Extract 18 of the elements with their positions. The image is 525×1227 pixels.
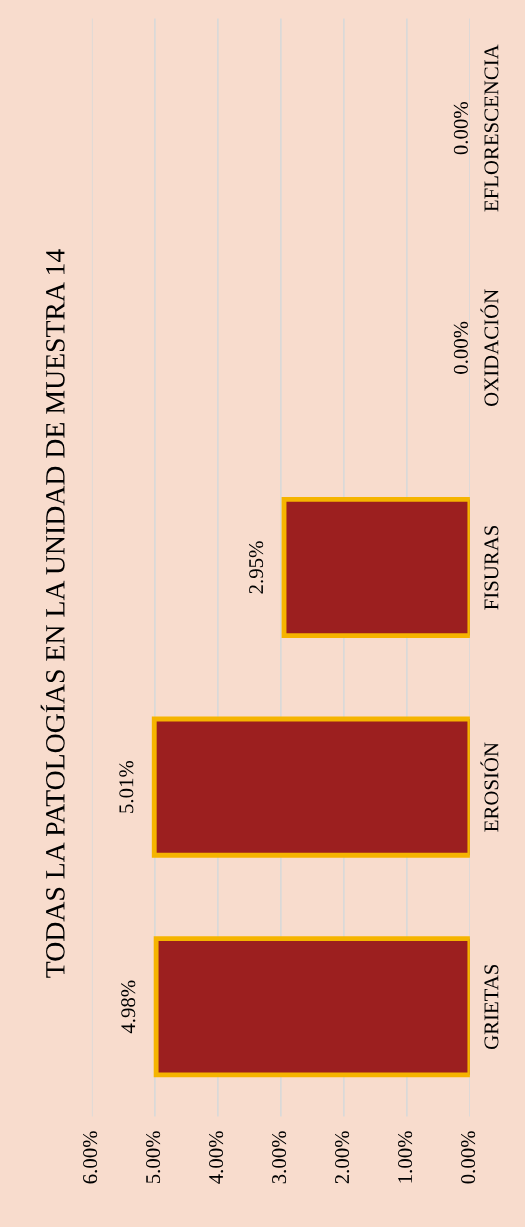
data-label: 0.00% [453,321,468,374]
x-tick-label: 3.00% [272,1131,287,1184]
data-label: 5.01% [119,760,134,813]
text: TODAS LA PATOLOGÍAS EN LA UNIDAD DE MUESTRA 14 [40,249,65,978]
y-tick-label: FISURAS [484,525,499,610]
x-tick-label: 5.00% [146,1131,161,1184]
data-label: 0.00% [453,102,468,155]
data-label: 4.98% [121,980,136,1034]
data-label: 2.95% [249,541,264,594]
y-tick-label: EFLORESCENCIA [484,44,499,212]
y-tick-label: EROSIÓN [480,742,499,832]
x-tick-label: 4.00% [209,1131,224,1184]
x-tick-label: 1.00% [398,1131,413,1183]
x-tick-label: 6.00% [83,1131,98,1184]
x-tick-label: 2.00% [335,1131,350,1184]
y-tick-label: GRIETAS [484,964,499,1050]
x-tick-label: 0.00% [461,1131,476,1184]
y-tick-label: OXIDACIÓN [480,289,499,407]
